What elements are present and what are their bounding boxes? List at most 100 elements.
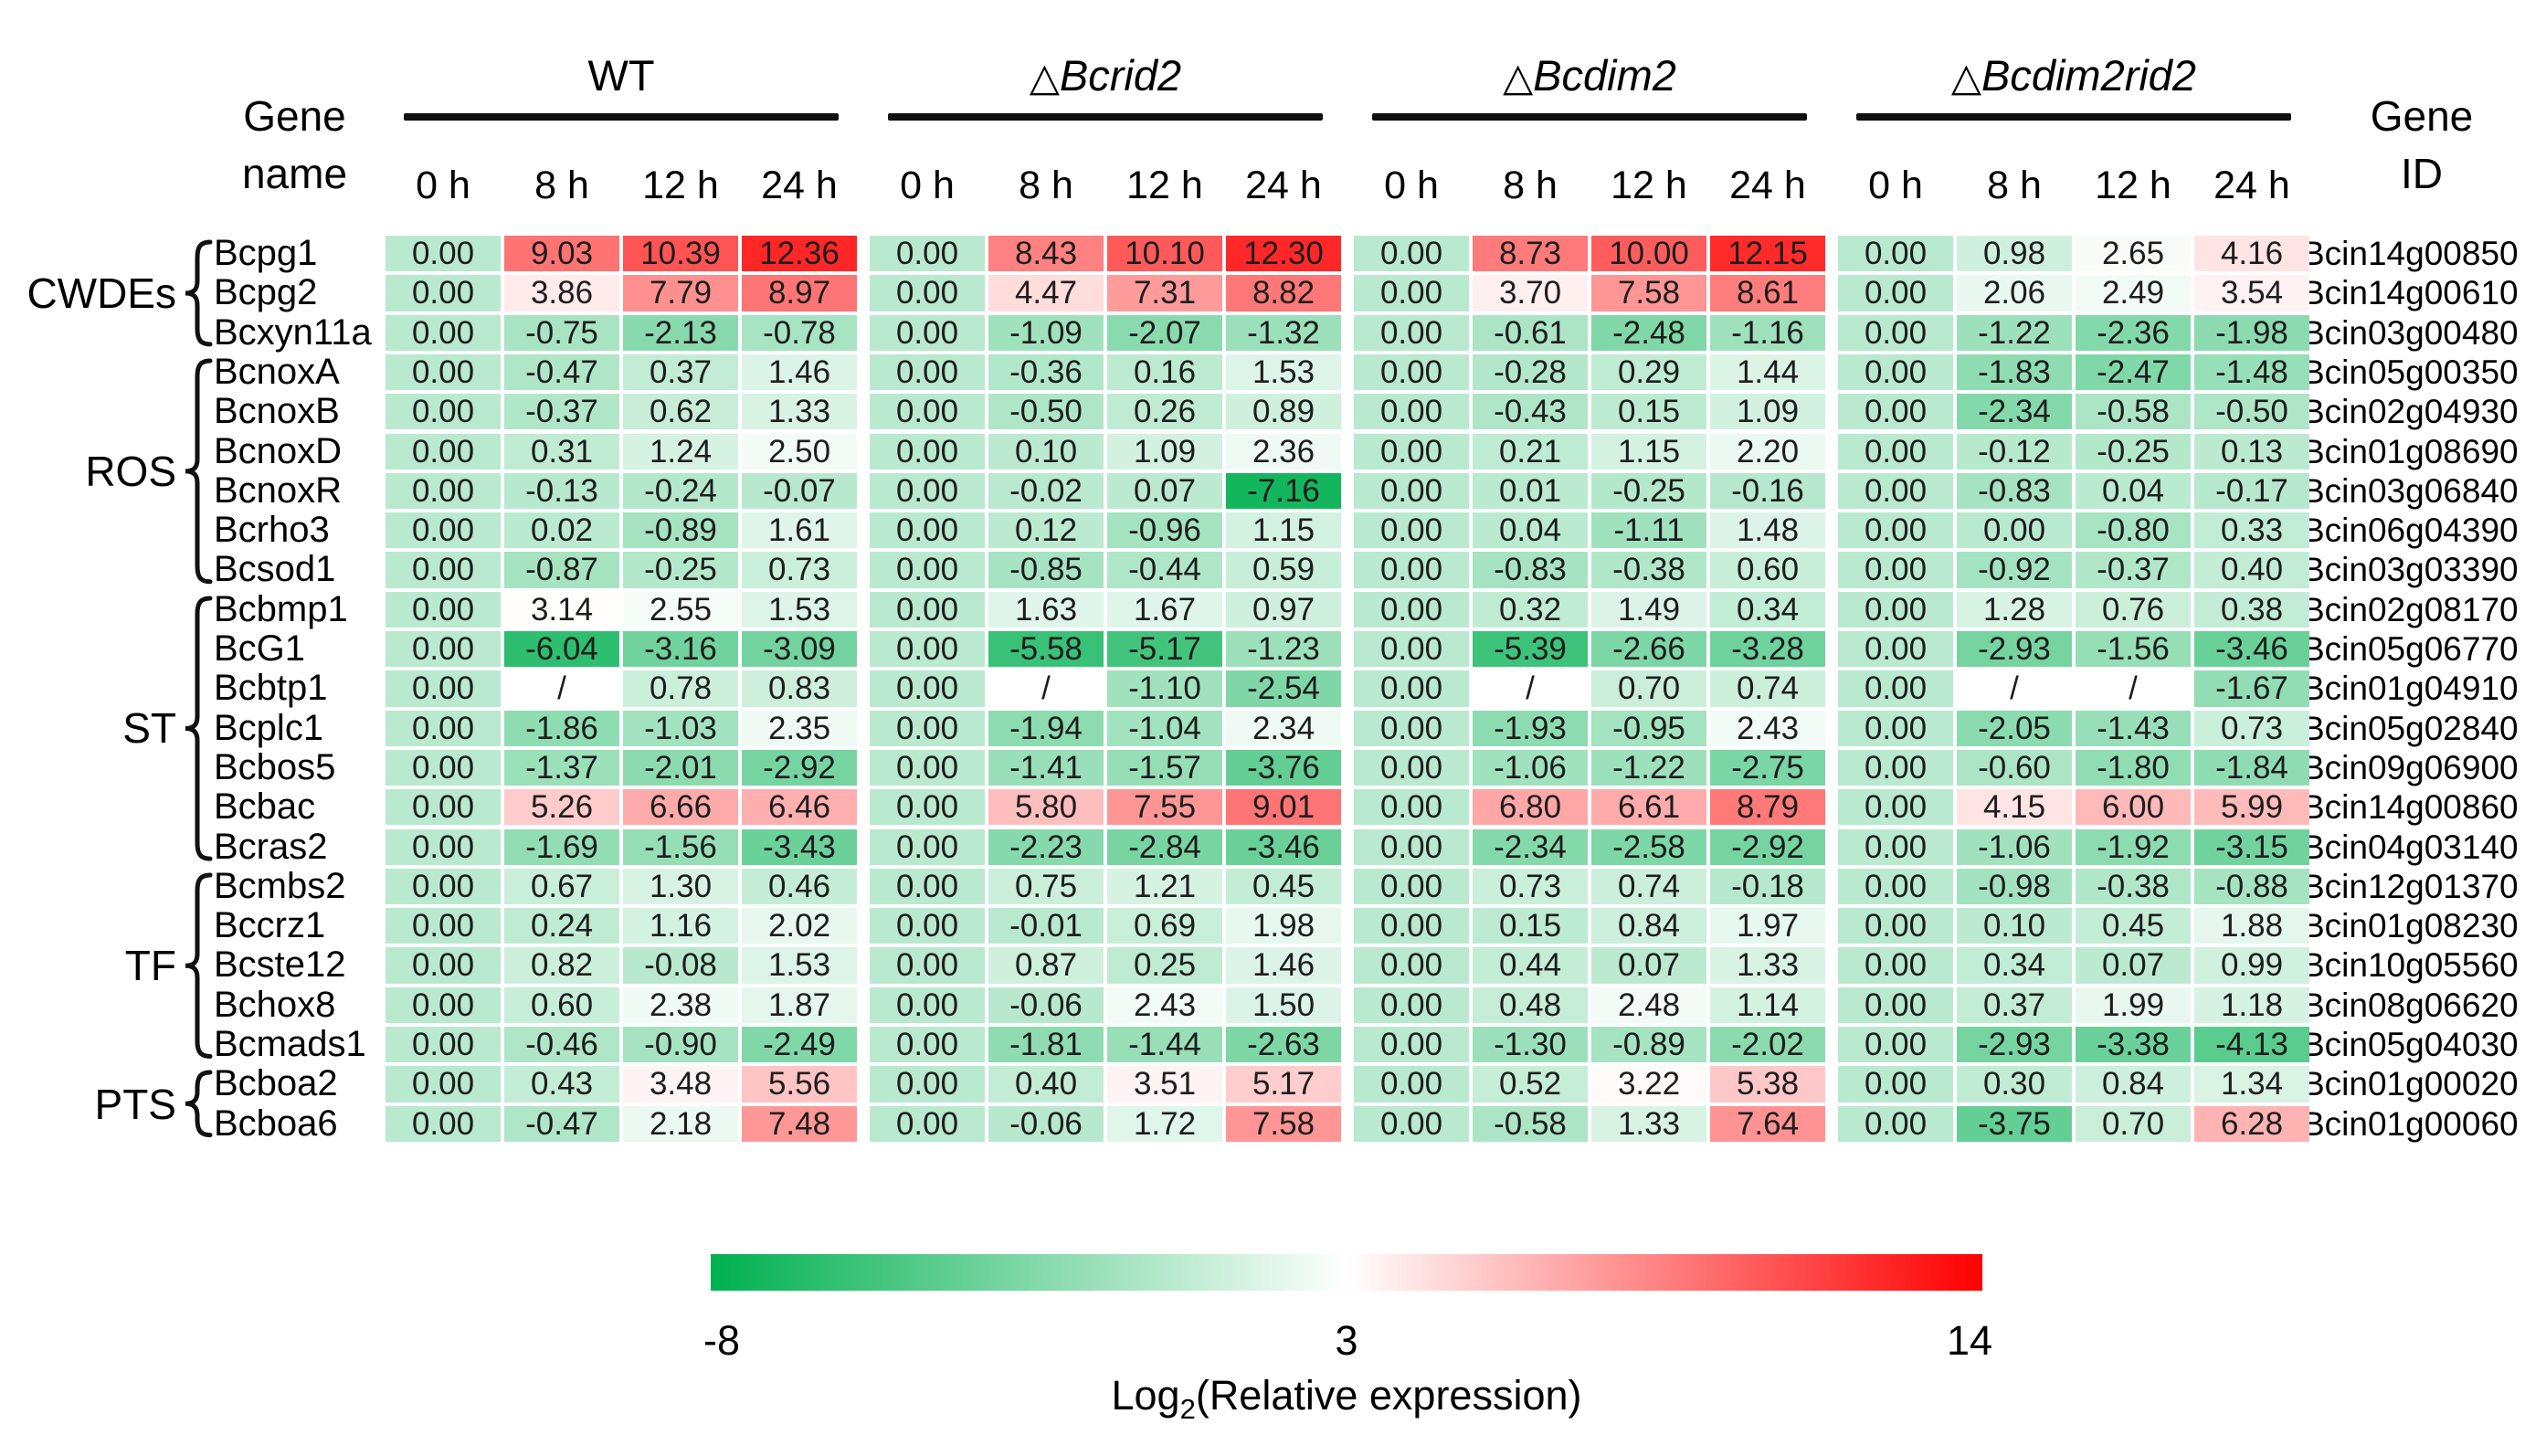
heatmap-cell: / bbox=[2076, 670, 2191, 707]
heatmap-cell: 0.00 bbox=[1838, 670, 1953, 707]
heatmap-cell: -2.49 bbox=[742, 1027, 857, 1063]
heatmap-cell: -1.44 bbox=[1107, 1027, 1222, 1063]
heatmap-cell: 0.60 bbox=[504, 986, 619, 1023]
heatmap-cell: 0.83 bbox=[742, 670, 857, 707]
heatmap-cell: 0.13 bbox=[2194, 433, 2309, 470]
gene-id-column-header: Gene ID bbox=[2300, 88, 2543, 203]
heatmap-cell: -1.22 bbox=[1957, 314, 2072, 351]
gene-id-label: Bcin06g04390 bbox=[2302, 512, 2519, 550]
heatmap-cell: 6.66 bbox=[623, 789, 738, 826]
heatmap-cell: 0.00 bbox=[870, 591, 985, 628]
heatmap-cell: -0.50 bbox=[988, 394, 1104, 430]
heatmap-cell: 0.84 bbox=[2076, 1066, 2191, 1103]
heatmap-cell: -2.07 bbox=[1107, 314, 1222, 351]
heatmap-cell: 0.00 bbox=[870, 394, 985, 430]
heatmap-cell: -0.95 bbox=[1591, 710, 1706, 746]
heatmap-cell: 0.75 bbox=[988, 868, 1104, 905]
heatmap-cell: 4.15 bbox=[1957, 789, 2072, 826]
heatmap-cell: -2.23 bbox=[988, 828, 1104, 865]
heatmap-cell: 1.34 bbox=[2194, 1066, 2309, 1103]
heatmap-cell: / bbox=[504, 670, 619, 707]
heatmap-cell: -1.10 bbox=[1107, 670, 1222, 707]
heatmap-cell: -0.28 bbox=[1473, 353, 1588, 391]
heatmap-cell: 7.58 bbox=[1226, 1105, 1341, 1142]
condition-header: WT bbox=[384, 49, 859, 102]
heatmap-cell: 0.24 bbox=[504, 908, 619, 944]
heatmap-cell: 4.47 bbox=[988, 275, 1104, 311]
heatmap-cell: -2.36 bbox=[2076, 314, 2191, 351]
heatmap-cell: 0.16 bbox=[1107, 353, 1222, 391]
timepoint-label: 0 h bbox=[416, 164, 470, 207]
heatmap-cell: 9.03 bbox=[504, 236, 619, 272]
heatmap-cell: 0.00 bbox=[1354, 789, 1469, 826]
condition-name: Bcrid2 bbox=[1059, 51, 1182, 100]
gene-name-header-line1: Gene bbox=[243, 92, 346, 140]
heatmap-cell: 0.29 bbox=[1591, 353, 1706, 391]
gene-name-label: Bcmbs2 bbox=[214, 865, 346, 906]
heatmap-cell: 0.00 bbox=[1838, 394, 1953, 430]
heatmap-cell: 0.32 bbox=[1473, 591, 1588, 628]
heatmap-cell: 3.51 bbox=[1107, 1066, 1222, 1103]
heatmap-cell: -1.83 bbox=[1957, 353, 2072, 391]
heatmap-cell: 0.00 bbox=[1354, 710, 1469, 746]
heatmap-cell: 0.15 bbox=[1473, 908, 1588, 944]
colorbar-title-rest: (Relative expression) bbox=[1195, 1372, 1582, 1419]
timepoint-label: 24 h bbox=[1245, 164, 1322, 207]
heatmap-cell: 0.00 bbox=[386, 394, 501, 430]
gene-id-label: Bcin10g05560 bbox=[2302, 946, 2519, 985]
heatmap-cell: 0.25 bbox=[1107, 947, 1222, 984]
gene-name-label: BcnoxR bbox=[214, 470, 343, 511]
heatmap-cell: 0.00 bbox=[1354, 868, 1469, 905]
heatmap-cell: -2.01 bbox=[623, 749, 738, 786]
heatmap-cell: 2.34 bbox=[1226, 710, 1341, 746]
heatmap-cell: 1.15 bbox=[1226, 512, 1341, 549]
heatmap-cell: -2.66 bbox=[1591, 631, 1706, 668]
heatmap-cell: 0.00 bbox=[1838, 1027, 1953, 1063]
colorbar-title-main: Log bbox=[1111, 1372, 1180, 1419]
heatmap-cell: 0.04 bbox=[2076, 472, 2191, 510]
heatmap-cell: 1.50 bbox=[1226, 986, 1341, 1023]
gene-id-label: Bcin09g06900 bbox=[2302, 748, 2519, 786]
condition-name: Bcdim2rid2 bbox=[1981, 51, 2197, 100]
condition-header: △Bcdim2rid2 bbox=[1836, 49, 2311, 102]
heatmap-cell: 0.00 bbox=[870, 631, 985, 668]
gene-id-label: Bcin03g00480 bbox=[2302, 313, 2519, 352]
heatmap-cell: 1.97 bbox=[1710, 908, 1825, 944]
heatmap-cell: -2.84 bbox=[1107, 828, 1222, 865]
category-brace bbox=[185, 872, 213, 1059]
heatmap-cell: -1.80 bbox=[2076, 749, 2191, 786]
heatmap-cell: 0.00 bbox=[870, 868, 985, 905]
heatmap-cell: 0.00 bbox=[386, 670, 501, 707]
heatmap-cell: 1.72 bbox=[1107, 1105, 1222, 1142]
gene-name-label: BcnoxD bbox=[214, 430, 343, 471]
condition-underline bbox=[404, 113, 839, 121]
heatmap-cell: 0.00 bbox=[1838, 275, 1953, 311]
heatmap-cell: 0.00 bbox=[870, 947, 985, 984]
heatmap-cell: 0.34 bbox=[1957, 947, 2072, 984]
gene-id-label: Bcin05g04030 bbox=[2302, 1026, 2519, 1063]
heatmap-cell: -3.38 bbox=[2076, 1027, 2191, 1063]
heatmap-cell: 0.00 bbox=[1838, 789, 1953, 826]
heatmap-cell: 0.12 bbox=[988, 512, 1104, 549]
heatmap-cell: -0.01 bbox=[988, 908, 1104, 944]
gene-id-label: Bcin08g06620 bbox=[2302, 986, 2519, 1024]
heatmap-cell: 5.17 bbox=[1226, 1066, 1341, 1103]
heatmap-cell: -0.37 bbox=[2076, 552, 2191, 588]
heatmap-cell: 0.07 bbox=[2076, 947, 2191, 984]
delta-symbol: △ bbox=[1503, 56, 1534, 100]
gene-name-label: BcnoxB bbox=[214, 391, 340, 432]
heatmap-cell: -1.56 bbox=[623, 828, 738, 865]
heatmap-cell: -0.83 bbox=[1473, 552, 1588, 588]
heatmap-cell: 5.80 bbox=[988, 789, 1104, 826]
gene-id-label: Bcin04g03140 bbox=[2302, 828, 2519, 866]
heatmap-cell: -1.81 bbox=[988, 1027, 1104, 1063]
gene-id-label: Bcin02g08170 bbox=[2302, 590, 2519, 628]
heatmap-cell: 0.73 bbox=[1473, 868, 1588, 905]
heatmap-cell: -0.36 bbox=[988, 353, 1104, 391]
heatmap-cell: 0.00 bbox=[1838, 236, 1953, 272]
gene-id-header-line1: Gene bbox=[2370, 92, 2474, 140]
heatmap-cell: 2.06 bbox=[1957, 275, 2072, 311]
heatmap-cell: -1.43 bbox=[2076, 710, 2191, 746]
heatmap-cell: 0.00 bbox=[1838, 353, 1953, 391]
heatmap-cell: -0.44 bbox=[1107, 552, 1222, 588]
